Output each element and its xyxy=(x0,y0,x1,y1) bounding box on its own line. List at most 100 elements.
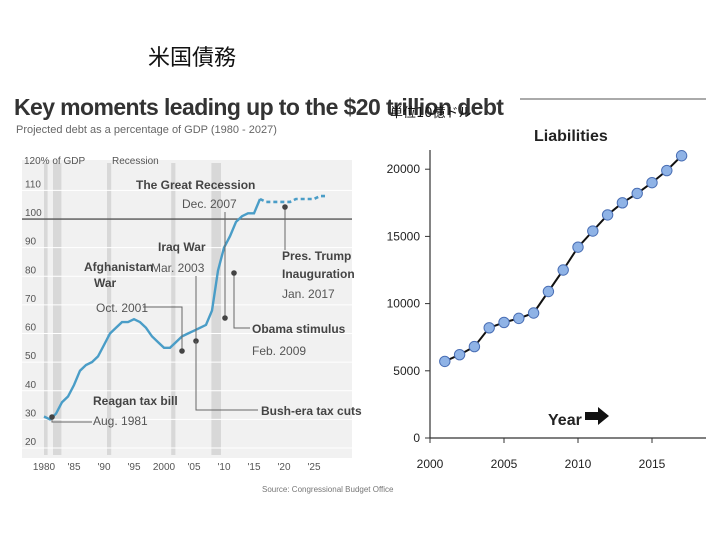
annotation-label: Bush-era tax cuts xyxy=(261,404,362,418)
event-point xyxy=(222,315,228,321)
annotation-great-recession: The Great Recession Dec. 2007 xyxy=(136,178,255,321)
y-tick-label: 20000 xyxy=(387,162,421,176)
y-tick-label: 10000 xyxy=(387,297,421,311)
y-tick-label: 20 xyxy=(25,437,37,448)
event-point xyxy=(231,270,237,276)
recession-band xyxy=(44,163,48,455)
x-tick-label: '85 xyxy=(67,462,80,473)
x-tick-label: '95 xyxy=(127,462,140,473)
data-point xyxy=(631,187,643,200)
unit-label: 単位10億ドル xyxy=(390,106,472,121)
data-point xyxy=(646,176,658,189)
y-tick-label: 0 xyxy=(413,431,420,445)
event-point xyxy=(282,204,288,210)
x-tick-label: 2005 xyxy=(491,457,518,471)
data-point xyxy=(527,307,540,319)
liabilities-line xyxy=(444,155,683,363)
x-tick-label: '05 xyxy=(187,462,200,473)
data-point xyxy=(439,355,451,368)
annotation-date: Aug. 1981 xyxy=(93,414,148,428)
annotation-date: Dec. 2007 xyxy=(182,197,237,211)
annotation-label: The Great Recession xyxy=(136,178,255,192)
data-point xyxy=(616,197,629,209)
x-tick-label: '25 xyxy=(307,462,320,473)
annotation-date: Mar. 2003 xyxy=(151,261,205,275)
recession-bands xyxy=(44,163,221,455)
slide-title: 米国債務 xyxy=(148,46,237,71)
data-point xyxy=(468,340,481,353)
liabilities-points xyxy=(439,150,688,368)
annotation-iraq: Iraq War Mar. 2003 xyxy=(151,240,206,344)
recession-band xyxy=(107,163,112,455)
y-tick-label: 70 xyxy=(25,294,37,305)
left-debt-chart: 20 30 40 50 60 70 80 90 100 110 1980 '85 '90 '95 2000… xyxy=(22,156,394,494)
left-chart-subtitle: Projected debt as a percentage of GDP (1… xyxy=(16,124,277,136)
x-tick-label: '15 xyxy=(247,462,260,473)
left-x-tick-labels: 1980 '85 '90 '95 2000 '05 '10 '15 '20 '25 xyxy=(33,462,321,473)
y-tick-label: 60 xyxy=(25,323,37,334)
recession-label: Recession xyxy=(112,156,159,167)
debt-line-projected xyxy=(259,194,326,204)
right-y-tick-labels: 0 5000 10000 15000 20000 xyxy=(387,162,430,445)
annotation-bush-tax: Bush-era tax cuts xyxy=(195,341,362,418)
data-point xyxy=(498,316,510,329)
y-tick-label: 110 xyxy=(25,179,41,190)
y-top-label: 120% of GDP xyxy=(24,156,85,167)
annotation-afghanistan: Afghanistan War Oct. 2001 xyxy=(84,260,185,354)
x-tick-label: '20 xyxy=(277,462,290,473)
annotation-label: Obama stimulus xyxy=(252,322,346,336)
data-point xyxy=(483,322,495,334)
y-tick-label: 40 xyxy=(25,380,37,391)
right-liabilities-chart: 0 5000 10000 15000 20000 2000 2005 2010 2015 Li… xyxy=(387,98,706,471)
x-tick-label: '90 xyxy=(97,462,110,473)
x-tick-label: 2010 xyxy=(565,457,592,471)
y-tick-label: 5000 xyxy=(393,364,420,378)
data-point xyxy=(557,264,569,276)
x-tick-label: 2000 xyxy=(417,457,444,471)
annotation-label: Reagan tax bill xyxy=(93,394,178,408)
x-tick-label: 1980 xyxy=(33,462,56,473)
y-tick-label: 30 xyxy=(25,408,37,419)
recession-band xyxy=(53,163,62,455)
recession-band xyxy=(171,163,176,455)
annotation-label: Inauguration xyxy=(282,267,355,281)
right-chart-title: Liabilities xyxy=(534,128,608,145)
debt-line-actual xyxy=(43,198,262,421)
data-point xyxy=(513,312,525,325)
annotation-label: Afghanistan xyxy=(84,260,153,274)
annotation-label: Iraq War xyxy=(158,240,206,254)
right-arrow-icon xyxy=(585,407,609,425)
annotation-obama: Obama stimulus Feb. 2009 xyxy=(231,270,346,358)
data-point xyxy=(661,164,673,177)
annotation-reagan: Reagan tax bill Aug. 1981 xyxy=(49,394,178,428)
data-point xyxy=(675,150,688,162)
annotation-date: Feb. 2009 xyxy=(252,344,306,358)
y-tick-label: 80 xyxy=(25,265,37,276)
y-tick-label: 90 xyxy=(25,237,37,248)
annotation-label: War xyxy=(94,276,117,290)
event-point xyxy=(179,348,185,354)
left-chart-title: Key moments leading up to the $20 trilli… xyxy=(14,94,504,120)
y-tick-label: 100 xyxy=(25,208,42,219)
x-tick-label: '10 xyxy=(217,462,230,473)
annotation-trump: Pres. Trump Inauguration Jan. 2017 xyxy=(282,204,355,301)
y-tick-label: 50 xyxy=(25,351,37,362)
data-point xyxy=(601,209,614,221)
x-tick-label: 2000 xyxy=(153,462,176,473)
year-label: Year xyxy=(548,412,582,429)
data-point xyxy=(572,241,584,253)
recession-band xyxy=(211,163,221,455)
annotation-label: Pres. Trump xyxy=(282,249,351,263)
right-x-tick-labels: 2000 2005 2010 2015 xyxy=(417,438,666,471)
annotation-date: Jan. 2017 xyxy=(282,287,335,301)
event-point xyxy=(49,414,55,420)
data-point xyxy=(453,348,466,361)
data-point xyxy=(587,225,599,237)
x-tick-label: 2015 xyxy=(639,457,666,471)
source-note: Source: Congressional Budget Office xyxy=(262,485,394,494)
left-plot-background xyxy=(22,160,352,458)
annotation-date: Oct. 2001 xyxy=(96,301,148,315)
left-y-tick-labels: 20 30 40 50 60 70 80 90 100 110 xyxy=(25,179,42,448)
data-point xyxy=(542,285,555,298)
